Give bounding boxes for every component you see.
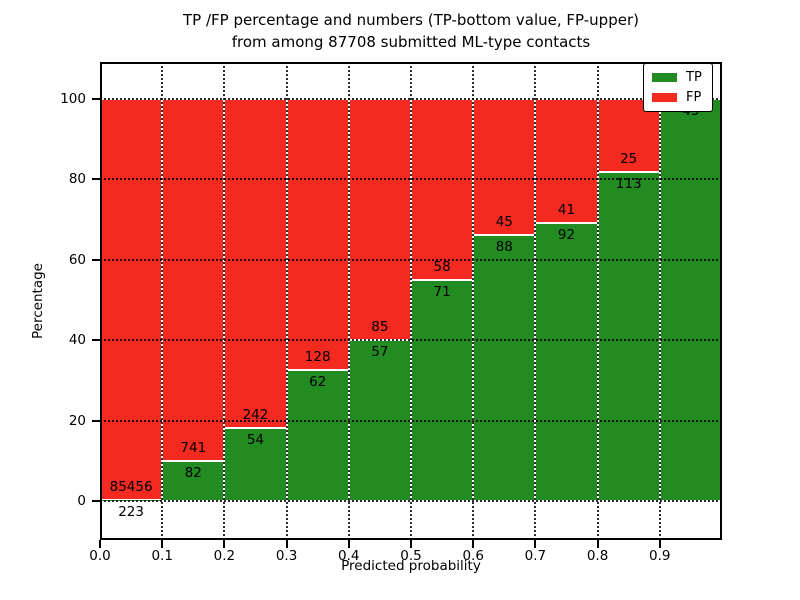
x-tick-label: 0.6 [462,548,484,564]
y-axis-label: Percentage [30,263,46,339]
bar-fp-segment [100,99,163,500]
bar-tp-segment [411,279,474,501]
x-tick-label: 0.9 [649,548,671,564]
bar-fp-segment [286,99,349,370]
x-tick-label: 0.7 [524,548,547,564]
gridline-vertical [161,62,164,540]
fp-count-label: 128 [304,348,331,365]
y-tick-label: 80 [68,171,86,188]
bar-fp-segment [411,99,474,280]
bar-tp-segment [286,369,349,501]
bar-fp-segment [535,99,598,223]
x-tick-label: 0.3 [275,548,298,564]
bar-fp-segment [224,99,287,428]
legend-row-fp: FP [652,90,712,105]
gridline-vertical [596,62,599,540]
x-tick-label: 0.0 [89,548,111,564]
tp-count-label: 223 [118,503,144,520]
legend-label-tp: TP [686,70,702,85]
chart-title: TP /FP percentage and numbers (TP-bottom… [100,9,722,53]
x-axis-label: Predicted probability [341,558,481,574]
x-tick-mark [534,540,537,548]
bar-fp-segment [348,99,411,340]
x-tick-mark [596,540,599,548]
x-tick-mark [658,540,661,548]
gridline-vertical [658,62,661,540]
tp-count-label: 54 [246,431,265,448]
fp-count-label: 41 [557,201,576,218]
tp-count-label: 57 [371,343,389,360]
x-tick-mark [472,540,475,548]
tp-count-label: 88 [495,238,513,255]
legend-swatch-tp [652,73,677,82]
y-tick-label: 40 [68,332,86,349]
tp-count-label: 113 [615,175,642,192]
fp-count-label: 741 [180,439,207,456]
plot-area: 85456 223 741 82 242 54 128 62 85 57 58 71 45 88 41 92 2… [100,62,722,540]
fp-count-label: 25 [620,150,638,167]
gridline-vertical [534,62,537,540]
x-tick-mark [223,540,226,548]
chart-title-line-2: from among 87708 submitted ML-type conta… [231,33,591,51]
gridline-vertical [410,62,412,540]
tp-count-label: 62 [309,373,327,390]
y-tick-label: 0 [77,493,86,509]
legend: TP FP [643,63,713,112]
bar-tp-segment [597,171,660,501]
gridline-vertical [285,62,288,540]
y-tick-mark [92,339,100,342]
x-tick-label: 0.2 [213,548,236,564]
y-tick-mark [92,178,100,181]
y-tick-label: 100 [60,91,86,107]
fp-count-label: 85456 [109,478,153,495]
bar-tp-segment [224,427,287,501]
fp-count-label: 242 [242,406,269,423]
fp-count-label: 45 [495,213,513,230]
gridline-vertical [472,62,475,540]
fp-count-label: 58 [433,258,451,275]
y-tick-label: 60 [68,251,86,268]
tp-count-label: 82 [184,464,202,481]
x-tick-mark [410,540,412,548]
fp-count-label: 85 [371,318,389,335]
bar-tp-segment [535,222,598,501]
y-tick-mark [92,258,100,261]
x-tick-label: 0.8 [586,548,609,564]
x-tick-label: 0.1 [151,548,173,564]
chart-title-line-1: TP /FP percentage and numbers (TP-bottom… [183,11,639,29]
gridline-vertical [347,62,350,540]
y-tick-label: 20 [68,412,86,429]
tp-count-label: 92 [557,226,576,243]
x-tick-mark [347,540,350,548]
tp-count-label: 71 [433,283,451,300]
legend-row-tp: TP [652,70,712,85]
bar-tp-segment [659,99,722,501]
y-tick-mark [92,500,100,502]
gridline-vertical [223,62,226,540]
legend-swatch-fp [652,93,677,102]
x-tick-mark [161,540,164,548]
x-tick-mark [285,540,288,548]
x-tick-mark [99,540,101,548]
x-tick-label: 0.5 [400,548,422,564]
bar-tp-segment [473,234,536,501]
y-tick-mark [92,98,100,100]
legend-label-fp: FP [686,90,702,105]
x-tick-label: 0.4 [338,548,360,564]
bar-fp-segment [162,99,225,461]
y-tick-mark [92,419,100,422]
